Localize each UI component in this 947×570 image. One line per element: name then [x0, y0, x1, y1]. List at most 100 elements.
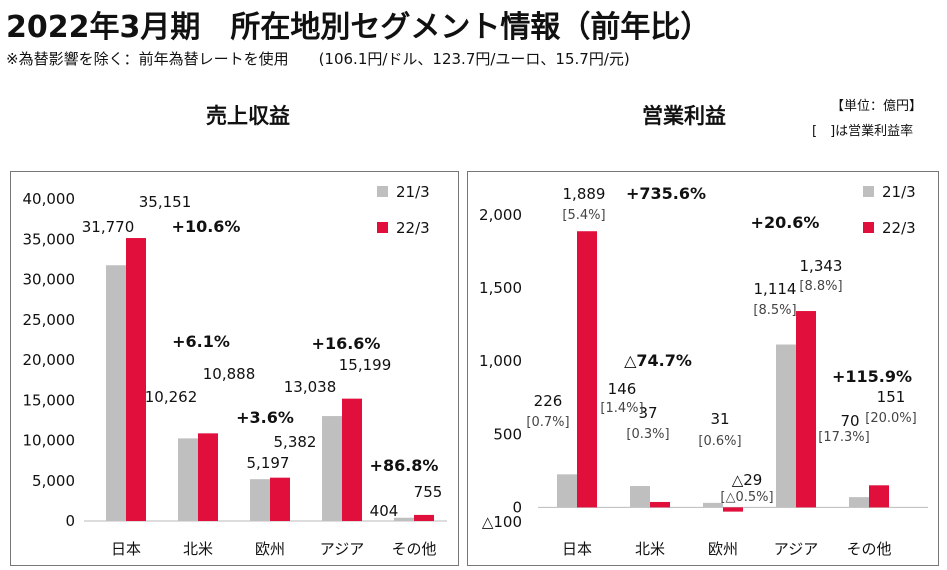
bar-21-3 — [250, 479, 270, 521]
growth-label: +6.1% — [172, 332, 230, 351]
bar-22-3 — [869, 485, 889, 508]
bar-22-3 — [650, 501, 670, 508]
bar-22-3 — [126, 238, 146, 521]
y-tick-label: 40,000 — [23, 190, 76, 208]
margin-label-21-3: [8.5%] — [753, 303, 796, 318]
bar-21-3 — [703, 502, 723, 508]
value-label-21-3: 1,114 — [754, 280, 797, 298]
value-label-22-3: 5,382 — [274, 433, 317, 451]
value-label-22-3: 1,889 — [563, 185, 606, 203]
bar-21-3 — [178, 438, 198, 521]
margin-label-21-3: [0.6%] — [698, 434, 741, 449]
margin-label-21-3: [0.7%] — [526, 415, 569, 430]
value-label-22-3: 1,343 — [800, 257, 843, 275]
bar-22-3 — [270, 477, 290, 521]
bar-21-3 — [394, 517, 414, 521]
growth-label: +115.9% — [832, 367, 912, 386]
y-tick-label: 1,000 — [479, 352, 522, 370]
sales-chart: 0 5,000 10,000 15,000 20,000 25,000 30,000 35,0… — [23, 183, 447, 558]
margin-note: [ ]は営業利益率 — [812, 124, 914, 139]
growth-label: +3.6% — [236, 408, 294, 427]
margin-label-21-3: [1.4%] — [600, 401, 643, 416]
bar-22-3 — [723, 507, 743, 512]
margin-label-22-3: [5.4%] — [562, 208, 605, 223]
profit-chart-title: 営業利益 — [642, 104, 726, 128]
x-category-label: 日本 — [562, 540, 592, 558]
y-tick-label: 2,000 — [479, 206, 522, 224]
value-label-22-3: 15,199 — [339, 356, 392, 374]
y-tick-label: 500 — [493, 425, 522, 443]
x-category-label: 北米 — [183, 540, 213, 558]
value-label-21-3: 31 — [710, 410, 729, 428]
x-category-label: アジア — [320, 540, 364, 558]
margin-label-21-3: [17.3%] — [818, 430, 869, 445]
legend-label-22-3: 22/3 — [396, 219, 430, 237]
y-tick-label: 15,000 — [23, 391, 76, 409]
growth-label: +735.6% — [626, 184, 706, 203]
x-category-label: 北米 — [635, 540, 665, 558]
value-label-21-3: 146 — [608, 380, 637, 398]
bar-22-3 — [577, 231, 597, 508]
y-tick-label: 1,500 — [479, 279, 522, 297]
bar-22-3 — [198, 433, 218, 521]
value-label-21-3: 5,197 — [247, 454, 290, 472]
bar-21-3 — [849, 497, 869, 508]
value-label-21-3: 10,262 — [145, 388, 198, 406]
y-tick-label: 0 — [512, 498, 522, 516]
bar-22-3 — [414, 514, 434, 521]
value-label-22-3: 35,151 — [139, 193, 192, 211]
bar-21-3 — [106, 265, 126, 521]
growth-label: +20.6% — [751, 213, 820, 232]
legend-label-21-3: 21/3 — [882, 183, 916, 201]
y-tick-label: 30,000 — [23, 271, 76, 289]
bar-21-3 — [630, 486, 650, 508]
profit-chart-panel: △100 0 500 1,000 1,500 2,000 日本 北米 欧州 アジア その他 21/3 2… — [467, 171, 939, 566]
bar-22-3 — [342, 398, 362, 521]
y-tick-label: 0 — [65, 512, 75, 530]
legend-swatch-21-3 — [377, 186, 388, 197]
x-category-label: アジア — [774, 540, 818, 558]
margin-label-22-3: [8.8%] — [799, 279, 842, 294]
fx-note: ※為替影響を除く：前年為替レートを使用 (106.1円/ドル、123.7円/ユー… — [6, 50, 630, 68]
x-category-label: その他 — [846, 540, 891, 558]
legend-swatch-22-3 — [863, 222, 874, 233]
legend-label-22-3: 22/3 — [882, 219, 916, 237]
value-label-22-3: 37 — [638, 404, 657, 422]
value-label-21-3: 13,038 — [284, 378, 337, 396]
legend-label-21-3: 21/3 — [396, 183, 430, 201]
sales-chart-title: 売上収益 — [206, 104, 290, 128]
value-label-22-3: △29 — [732, 471, 763, 489]
x-category-label: 欧州 — [255, 540, 285, 558]
y-tick-label: 10,000 — [23, 432, 76, 450]
value-label-22-3: 755 — [414, 483, 443, 501]
y-tick-label: 5,000 — [32, 472, 75, 490]
bar-21-3 — [776, 344, 796, 508]
growth-label: △74.7% — [624, 351, 692, 370]
value-label-21-3: 404 — [370, 502, 399, 520]
x-category-label: 欧州 — [708, 540, 738, 558]
growth-label: +86.8% — [370, 456, 439, 475]
y-tick-label: 35,000 — [23, 230, 76, 248]
y-tick-label: 20,000 — [23, 351, 76, 369]
sales-chart-panel: 0 5,000 10,000 15,000 20,000 25,000 30,000 35,0… — [10, 171, 459, 566]
value-label-21-3: 226 — [534, 392, 563, 410]
legend-swatch-21-3 — [863, 186, 874, 197]
x-category-label: 日本 — [111, 540, 141, 558]
growth-label: +10.6% — [172, 217, 241, 236]
value-label-21-3: 70 — [840, 412, 859, 430]
margin-label-22-3: [0.3%] — [626, 427, 669, 442]
unit-label: 【単位：億円】 — [831, 99, 923, 114]
page-title: 2022年3月期 所在地別セグメント情報（前年比） — [6, 10, 711, 45]
y-tick-label: 25,000 — [23, 311, 76, 329]
bar-21-3 — [557, 474, 577, 508]
margin-label-22-3: [20.0%] — [865, 411, 916, 426]
bar-21-3 — [322, 416, 342, 521]
growth-label: +16.6% — [312, 334, 381, 353]
value-label-22-3: 10,888 — [203, 365, 256, 383]
value-label-22-3: 151 — [877, 388, 906, 406]
margin-label-22-3: [△0.5%] — [720, 490, 773, 505]
x-category-label: その他 — [391, 540, 436, 558]
value-label-21-3: 31,770 — [82, 218, 135, 236]
legend-swatch-22-3 — [377, 222, 388, 233]
